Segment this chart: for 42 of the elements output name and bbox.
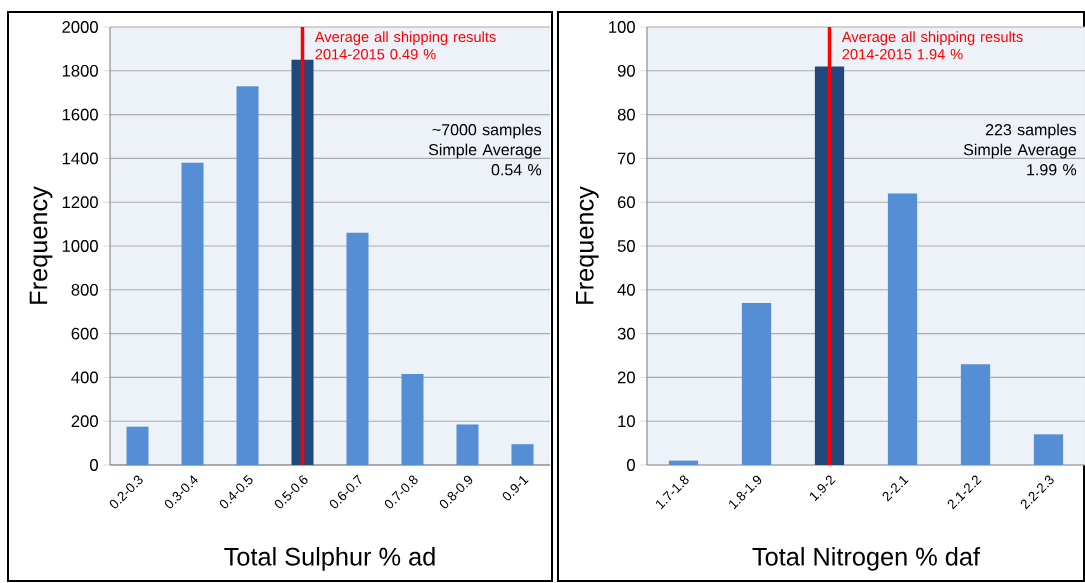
y-tick-label: 800 (71, 283, 98, 296)
y-tick-label: 1400 (62, 152, 98, 165)
y-tick-label: 600 (71, 327, 98, 340)
y-tick-label: 100 (609, 21, 635, 33)
bar (960, 364, 991, 465)
y-tick-label: 1600 (62, 108, 98, 121)
y-tick-label: 90 (617, 64, 635, 77)
y-tick-label: 70 (617, 152, 635, 165)
bar (741, 302, 772, 465)
y-tick-label: 0 (627, 459, 635, 471)
bar (1033, 434, 1064, 465)
bar (401, 374, 424, 465)
bar (511, 444, 534, 465)
y-tick-label: 2000 (62, 21, 98, 33)
bar (236, 86, 259, 465)
y-tick-label: 40 (617, 283, 635, 296)
y-axis-title: Frequency (29, 186, 53, 304)
x-axis-title: Total Nitrogen % daf (752, 547, 981, 571)
x-axis-title: Total Sulphur % ad (224, 547, 435, 571)
y-tick-label: 60 (617, 196, 635, 209)
y-tick-label: 400 (71, 371, 98, 384)
y-tick-label: 1200 (62, 196, 98, 209)
y-tick-label: 200 (71, 415, 98, 428)
annotation: 223 samples Simple Average 1.99 % (963, 123, 1077, 176)
ref-line-label: Average all shipping results 2014-2015 0.49 % (314, 31, 496, 60)
bar (887, 193, 918, 465)
y-tick-label: 0 (90, 459, 98, 471)
bar (181, 162, 204, 465)
y-tick-label: 80 (617, 108, 635, 121)
y-axis-title: Frequency (575, 186, 599, 304)
y-tick-label: 1000 (62, 240, 98, 252)
y-tick-label: 20 (617, 371, 635, 384)
bar (346, 232, 369, 465)
y-tick-label: 1800 (62, 64, 98, 77)
y-tick-label: 50 (617, 240, 635, 252)
y-tick-label: 30 (617, 327, 635, 340)
ref-line-label: Average all shipping results 2014-2015 1.94 % (841, 31, 1023, 60)
bar (126, 426, 149, 465)
y-tick-label: 10 (618, 415, 635, 428)
bar (456, 424, 479, 465)
bar (668, 460, 699, 465)
annotation: ~7000 samples Simple Average 0.54 % (428, 123, 542, 176)
